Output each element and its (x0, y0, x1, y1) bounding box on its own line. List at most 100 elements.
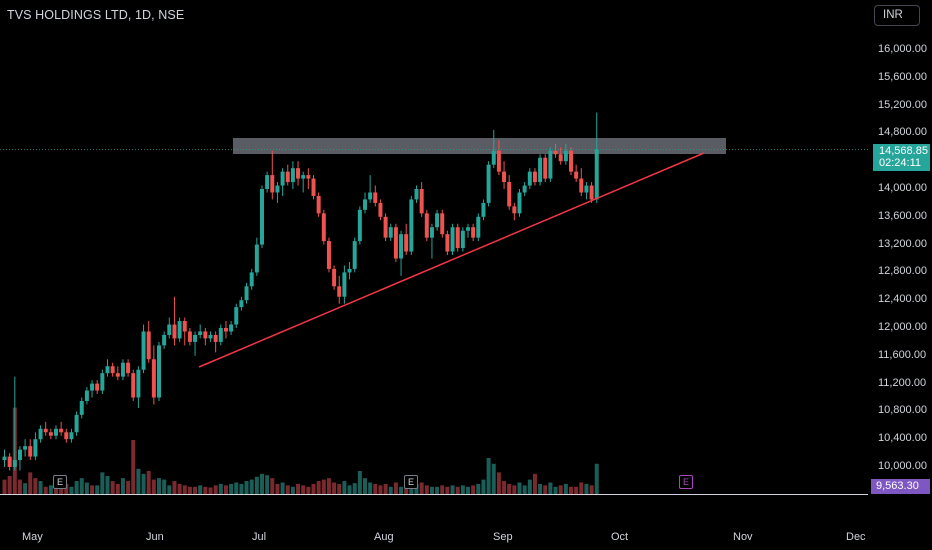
volume-bar (363, 478, 367, 494)
candle-body (285, 171, 290, 183)
volume-bar (594, 463, 599, 494)
candle-body (265, 175, 270, 189)
candle-body (23, 446, 28, 450)
candle-body (151, 359, 156, 398)
candle-body (378, 202, 383, 217)
candle-body (507, 182, 512, 207)
candle-body (399, 234, 404, 259)
resistance-zone (233, 138, 726, 154)
candle-body (90, 383, 95, 391)
candle-body (162, 334, 167, 346)
volume-bar (48, 485, 53, 494)
candle-body (177, 321, 182, 339)
volume-bar (455, 486, 460, 494)
candle-body (357, 209, 362, 242)
volume-bar (337, 483, 342, 494)
volume-bar (270, 478, 275, 494)
candle-body (496, 150, 501, 172)
candle-body (429, 227, 434, 238)
y-axis-tick-label: 10,800.00 (878, 404, 927, 417)
candle-body (383, 216, 388, 238)
volume-bar (208, 487, 213, 494)
volume-bar (115, 483, 120, 494)
volume-bar (491, 463, 496, 494)
volume-bar (486, 458, 491, 494)
volume-bar (59, 488, 64, 494)
candle-body (414, 189, 419, 200)
candle-body (115, 373, 120, 377)
volume-bar (383, 483, 388, 494)
volume-bar (574, 486, 579, 494)
candle-body (502, 171, 507, 183)
volume-bar (563, 483, 568, 494)
candle-body (187, 331, 192, 342)
candle-body (481, 202, 486, 217)
volume-bar (306, 486, 311, 494)
candle-body (239, 300, 244, 308)
candle-body (95, 383, 100, 391)
candle-body (522, 185, 527, 193)
upcoming-earnings-marker-icon[interactable]: E (679, 475, 693, 489)
candle-body (28, 446, 33, 457)
volume-bar (285, 485, 290, 494)
candle-body (460, 230, 465, 249)
currency-button[interactable]: INR (874, 5, 920, 26)
volume-bar (543, 485, 548, 494)
candle-body (363, 199, 367, 210)
candle-body (563, 150, 568, 162)
candle-body (136, 369, 141, 398)
candle-body (260, 189, 264, 245)
y-axis-tick-label: 11,200.00 (878, 376, 927, 389)
candle-body (388, 227, 393, 238)
candle-body (558, 154, 563, 162)
volume-bar (275, 483, 280, 494)
earnings-marker-icon[interactable]: E (404, 475, 418, 489)
candle-body (54, 428, 58, 436)
volume-bar (100, 472, 105, 494)
candle-body (7, 456, 12, 467)
candle-body (33, 439, 38, 457)
candle-body (316, 195, 321, 214)
volume-bar (399, 486, 404, 494)
support-trendline (198, 152, 705, 368)
volume-bar (187, 486, 192, 494)
volume-bar (553, 486, 558, 494)
volume-bar (38, 481, 43, 494)
candle-body (548, 150, 553, 179)
volume-bar (136, 468, 141, 494)
candle-body (79, 400, 84, 415)
candle-body (203, 331, 208, 339)
volume-bar (332, 482, 337, 494)
volume-bar (522, 485, 527, 494)
candle-body (296, 168, 301, 179)
volume-bar (162, 479, 167, 494)
candle-body (12, 460, 17, 467)
volume-bar (512, 485, 517, 494)
earnings-marker-icon[interactable]: E (53, 475, 67, 489)
volume-bar (424, 485, 429, 494)
volume-bar (579, 482, 584, 494)
candle-body (538, 157, 543, 183)
volume-bar (347, 485, 352, 494)
candle-body (2, 456, 7, 461)
volume-bar (33, 478, 38, 494)
volume-bar (584, 483, 589, 494)
volume-bar (23, 483, 28, 494)
volume-bar (558, 485, 563, 494)
x-axis-month-label: Oct (611, 531, 629, 543)
candle-body (17, 449, 22, 461)
candle-body (321, 213, 326, 242)
candle-body (594, 149, 599, 200)
volume-bar (301, 485, 306, 494)
candle-body (337, 286, 342, 297)
volume-bar (352, 483, 357, 494)
volume-bar (502, 481, 507, 494)
volume-bar (326, 478, 331, 494)
candle-body (254, 244, 259, 273)
y-axis-tick-label: 12,000.00 (878, 321, 927, 333)
volume-bar (7, 476, 12, 494)
volume-bar (532, 473, 537, 494)
volume-bar (17, 479, 22, 494)
volume-bar (429, 486, 434, 494)
